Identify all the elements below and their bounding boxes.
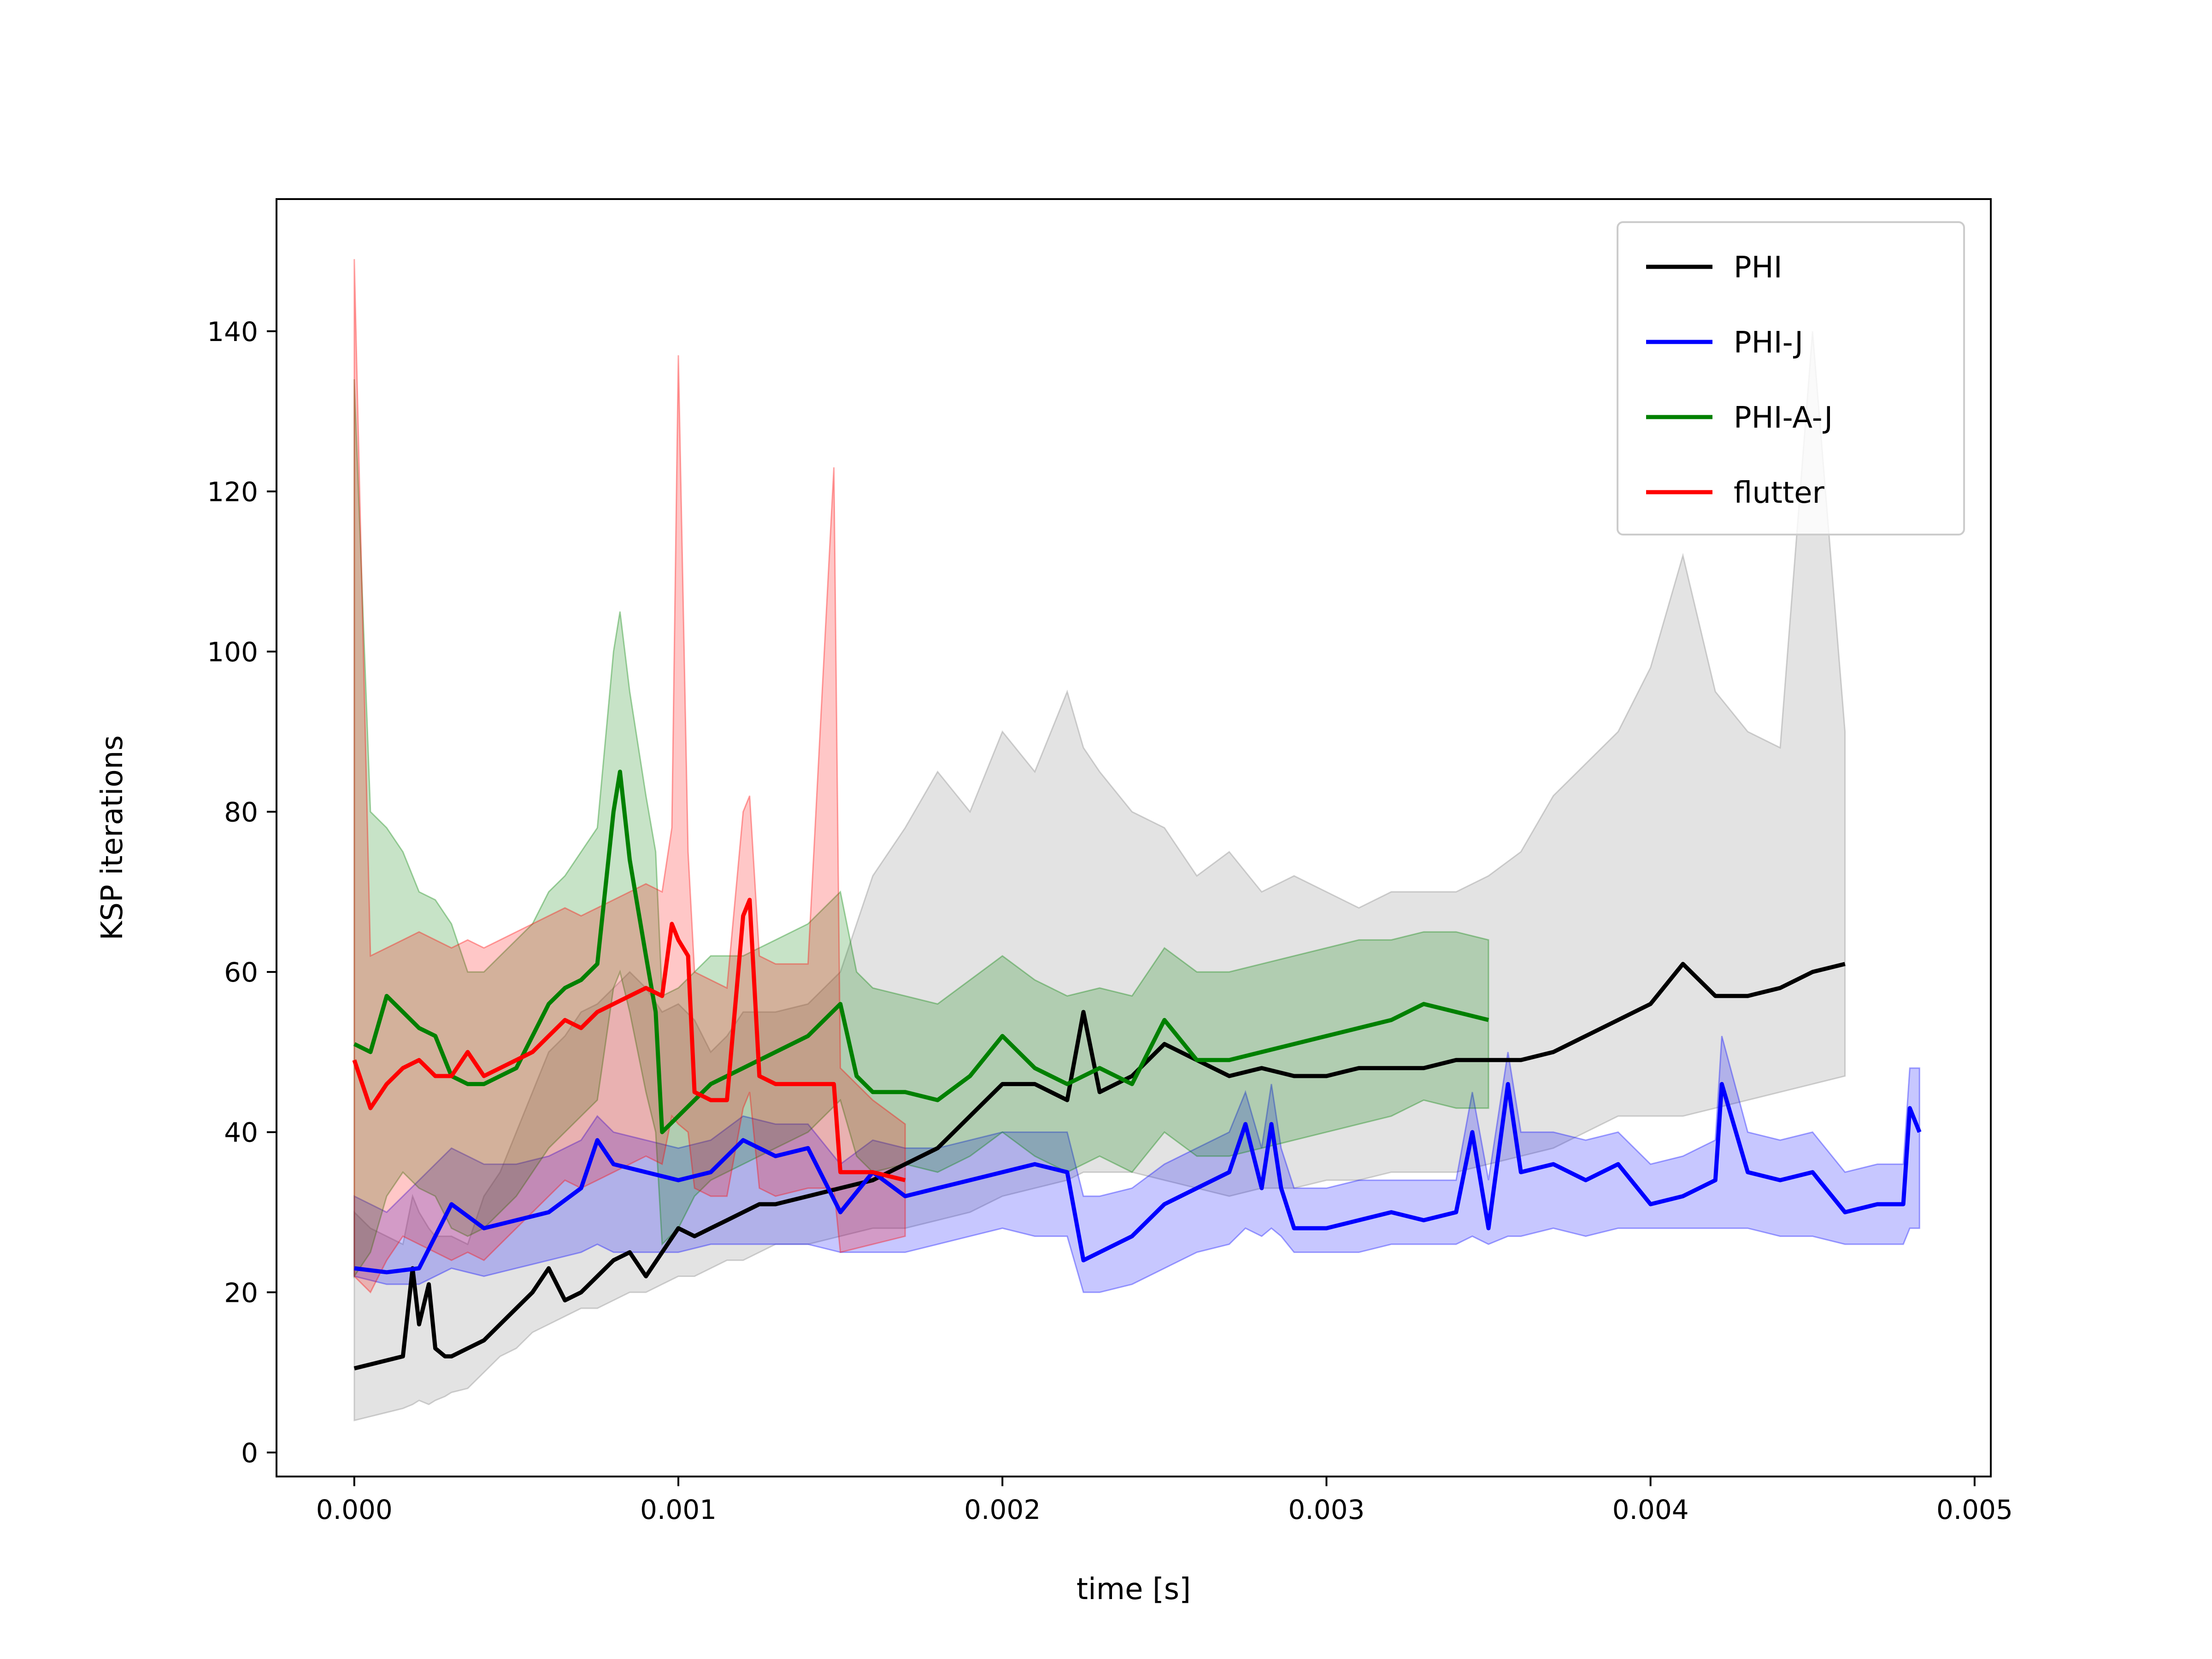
- band-phi-j: [353, 1035, 1920, 1293]
- x-tick-label: 0.002: [964, 1494, 1041, 1525]
- band-phi-a-j: [353, 379, 1489, 1279]
- plot-frame: [276, 198, 1992, 1477]
- series-lines: [352, 770, 1922, 1371]
- y-axis-label: KSP iterations: [95, 735, 129, 940]
- legend-frame: [1617, 221, 1965, 535]
- x-tick-label: 0.003: [1288, 1494, 1365, 1525]
- legend-label-phi-a-j: PHI-A-J: [1734, 401, 1833, 435]
- y-tick-label: 80: [224, 797, 258, 828]
- y-axis: 0 20 40 60 80 100 120 140: [207, 316, 276, 1469]
- legend-label-flutter: flutter: [1734, 476, 1824, 510]
- legend: PHI PHI-J PHI-A-J flutter: [1617, 221, 1965, 535]
- x-tick-label: 0.000: [316, 1494, 393, 1525]
- y-tick-label: 120: [207, 476, 258, 507]
- y-tick-label: 100: [207, 636, 258, 668]
- x-tick-label: 0.001: [640, 1494, 717, 1525]
- y-tick-label: 20: [224, 1277, 258, 1308]
- y-tick-label: 140: [207, 316, 258, 347]
- series-line-phi-a-j: [353, 770, 1489, 1135]
- y-tick-label: 40: [224, 1117, 258, 1148]
- series-line-flutter: [352, 898, 906, 1182]
- series-line-phi: [353, 962, 1846, 1371]
- x-axis-label: time [s]: [1077, 1572, 1191, 1606]
- y-tick-label: 0: [241, 1437, 258, 1469]
- legend-label-phi-j: PHI-J: [1734, 326, 1803, 360]
- x-tick-label: 0.005: [1936, 1494, 2013, 1525]
- y-tick-label: 60: [224, 957, 258, 988]
- x-axis: 0.000 0.001 0.002 0.003 0.004 0.005: [316, 1477, 2013, 1525]
- series-line-phi-j: [354, 1082, 1922, 1275]
- legend-label-phi: PHI: [1734, 251, 1783, 285]
- x-tick-label: 0.004: [1612, 1494, 1689, 1525]
- confidence-bands: [353, 259, 1920, 1422]
